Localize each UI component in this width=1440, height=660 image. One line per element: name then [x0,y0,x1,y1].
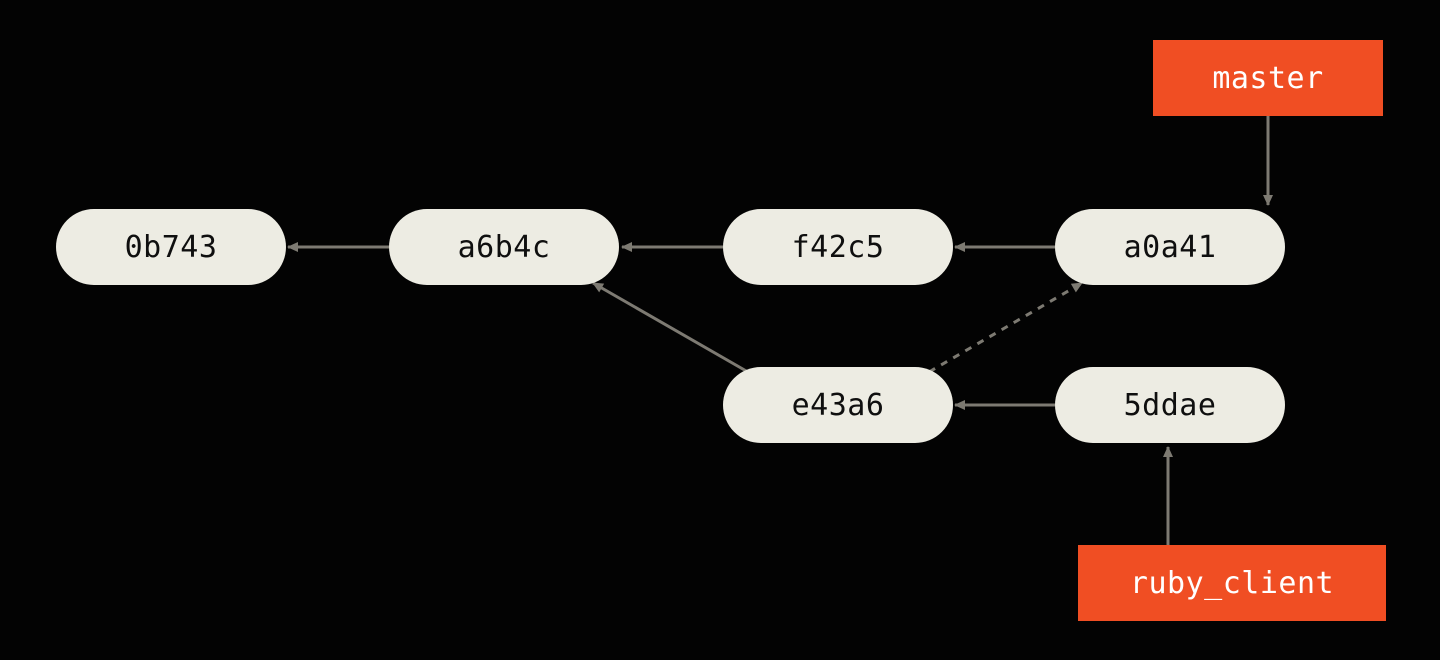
edge-c4-c1 [593,283,748,372]
commit-label: e43a6 [792,388,885,423]
commit-node-e43a6: e43a6 [723,367,953,443]
branch-label-text: ruby_client [1130,566,1334,601]
commit-label: a0a41 [1124,230,1217,265]
commit-label: 5ddae [1124,388,1217,423]
commit-label: 0b743 [125,230,218,265]
edge-c4-c3 [929,283,1082,372]
branch-label-text: master [1212,61,1323,96]
commit-label: a6b4c [458,230,551,265]
commit-label: f42c5 [792,230,885,265]
commit-node-0b743: 0b743 [56,209,286,285]
commit-node-a0a41: a0a41 [1055,209,1285,285]
commit-node-a6b4c: a6b4c [389,209,619,285]
commit-node-f42c5: f42c5 [723,209,953,285]
branch-label-ruby_client: ruby_client [1078,545,1386,621]
branch-label-master: master [1153,40,1383,116]
commit-node-5ddae: 5ddae [1055,367,1285,443]
